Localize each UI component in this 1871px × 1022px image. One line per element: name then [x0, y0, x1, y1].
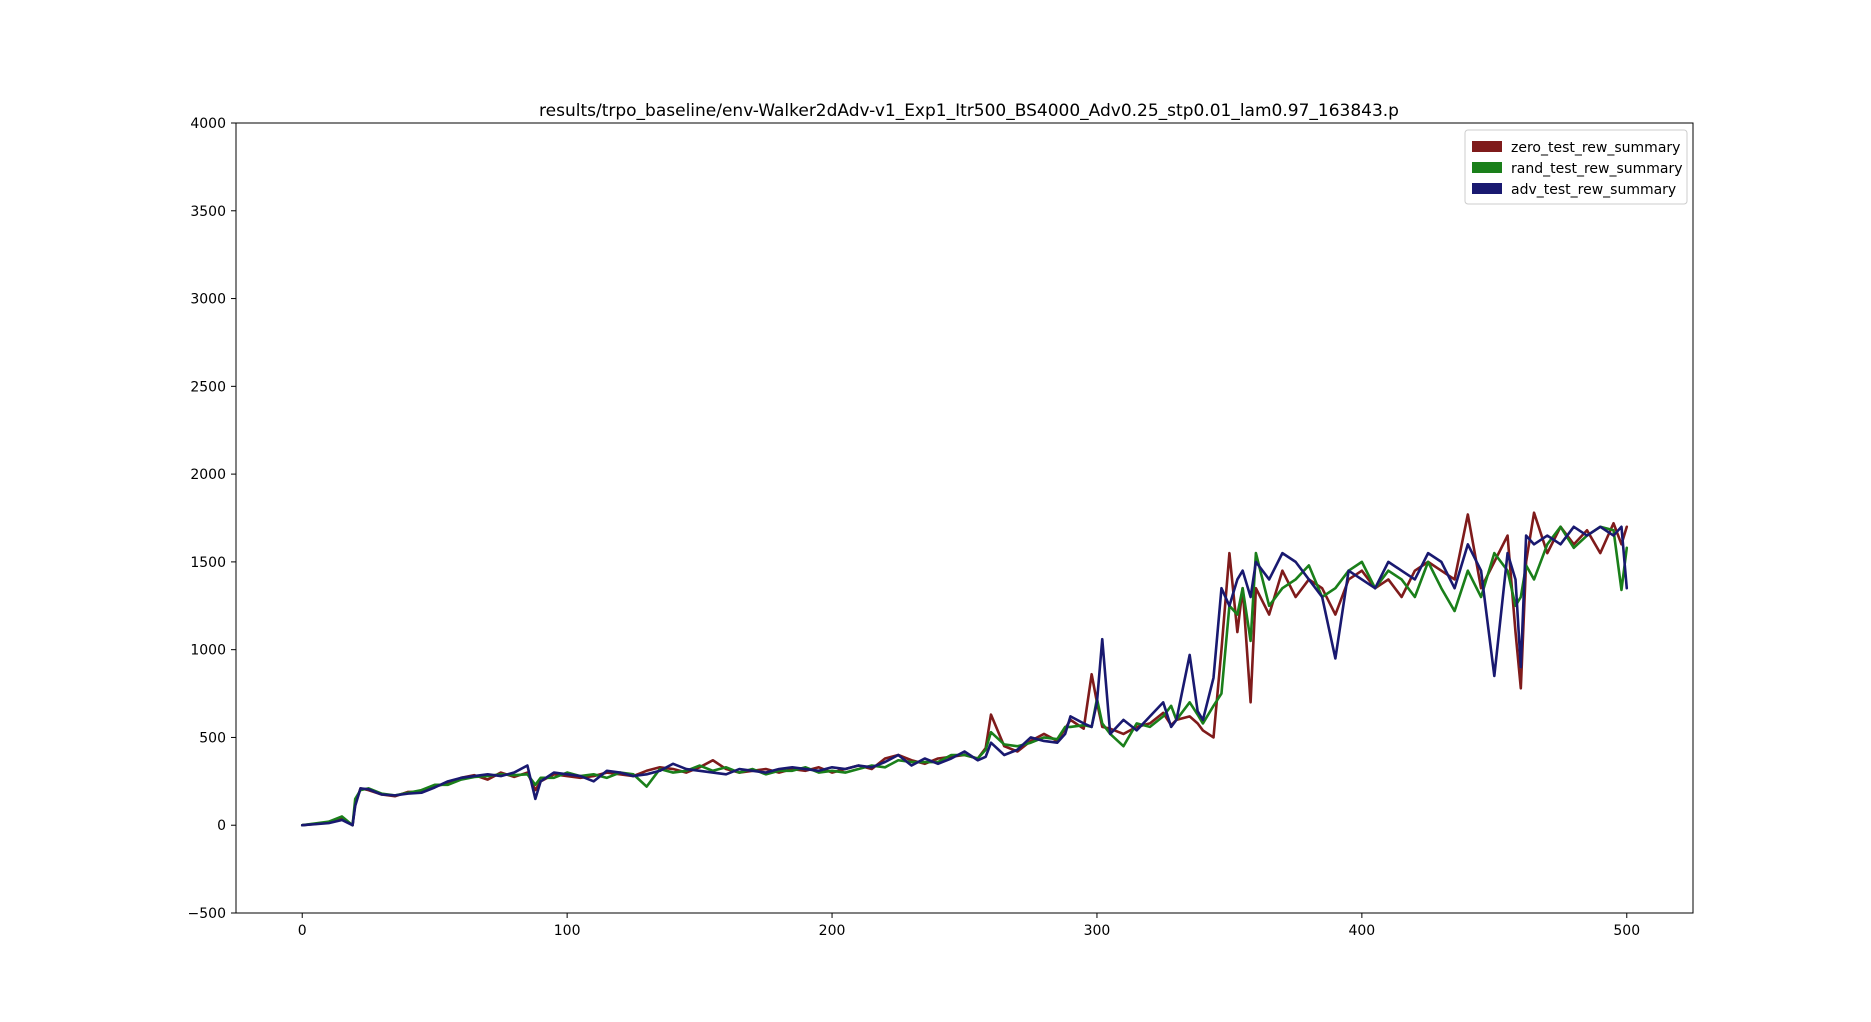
y-tick-label: 2000 [190, 467, 226, 483]
legend: zero_test_rew_summary rand_test_rew_summa… [1464, 129, 1688, 205]
legend-label: rand_test_rew_summary [1511, 161, 1683, 177]
x-tick-label: 300 [1084, 923, 1111, 939]
x-tick-label: 400 [1348, 923, 1375, 939]
x-tick-label: 500 [1613, 923, 1640, 939]
series-line-zero_test_rew_summary [300, 511, 1629, 827]
plot-frame [235, 122, 1694, 914]
legend-box [1464, 129, 1688, 205]
chart-title: results/trpo_baseline/env-Walker2dAdv-v1… [539, 101, 1399, 121]
x-axis: 0 100 200 300 400 500 [298, 913, 1640, 939]
legend-label: zero_test_rew_summary [1511, 140, 1680, 156]
legend-swatch [1472, 162, 1502, 173]
y-tick-label: 3000 [190, 292, 226, 308]
series-layer [300, 511, 1629, 827]
y-tick-label: 1000 [190, 643, 226, 659]
y-tick-label: 2500 [190, 379, 226, 395]
series-line-adv_test_rew_summary [300, 525, 1629, 827]
y-tick-label: 1500 [190, 555, 226, 571]
y-axis: −500 0 500 1000 1500 2000 2500 3000 3500 4000 [188, 116, 236, 922]
y-tick-label: 0 [217, 818, 226, 834]
x-tick-label: 0 [298, 923, 307, 939]
y-tick-label: −500 [188, 906, 226, 922]
y-tick-label: 500 [199, 730, 226, 746]
series-line-rand_test_rew_summary [300, 525, 1629, 827]
x-tick-label: 200 [819, 923, 846, 939]
legend-label: adv_test_rew_summary [1511, 182, 1676, 198]
x-tick-label: 100 [554, 923, 581, 939]
y-tick-label: 3500 [190, 204, 226, 220]
legend-swatch [1472, 141, 1502, 152]
legend-swatch [1472, 183, 1502, 194]
y-tick-label: 4000 [190, 116, 226, 132]
